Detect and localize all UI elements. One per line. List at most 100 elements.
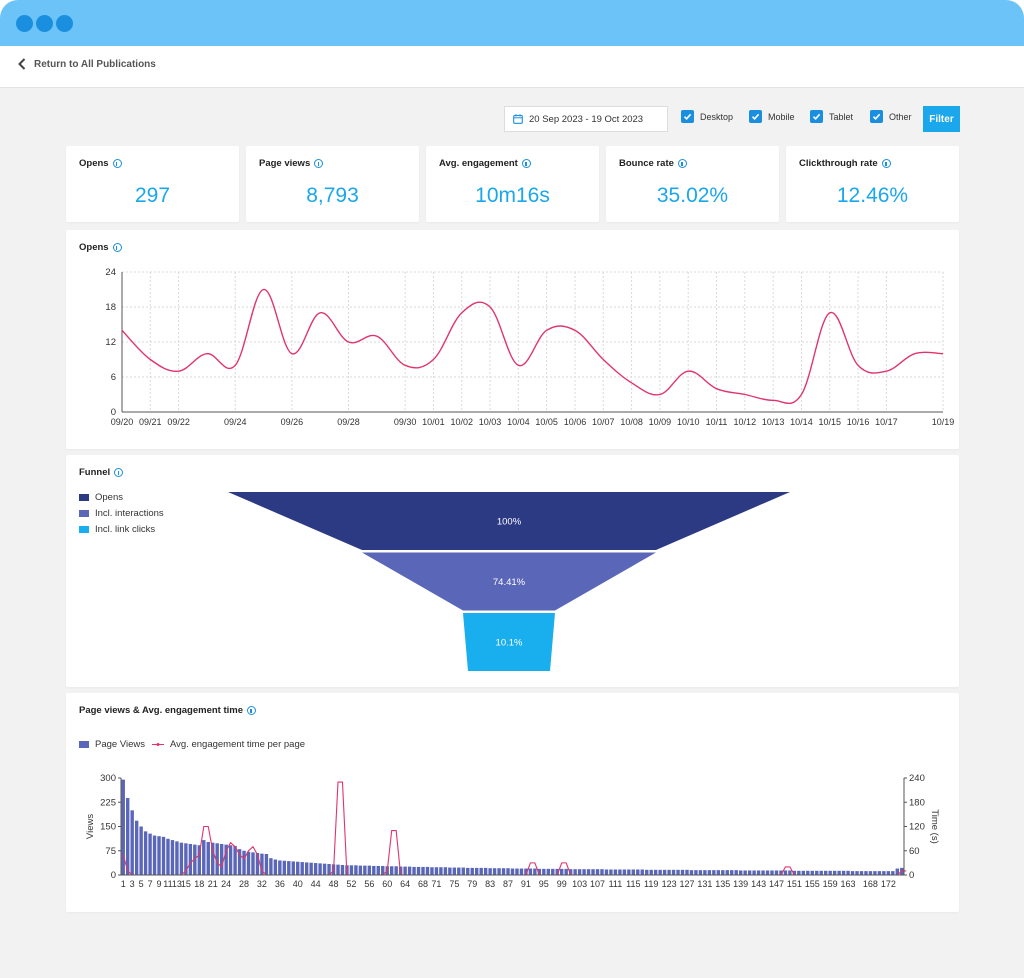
page-views-bar[interactable] — [470, 867, 474, 875]
info-icon[interactable] — [677, 159, 687, 168]
funnel-segment[interactable] — [228, 492, 790, 550]
page-views-bar[interactable] — [510, 868, 515, 875]
legend-item-opens[interactable]: Opens — [79, 492, 123, 503]
page-views-bar[interactable] — [855, 871, 859, 875]
data-point[interactable] — [742, 392, 747, 397]
page-views-bar[interactable] — [797, 870, 801, 875]
page-views-bar[interactable] — [765, 870, 770, 875]
page-views-bar[interactable] — [197, 845, 202, 875]
page-views-bar[interactable] — [461, 867, 465, 875]
page-views-bar[interactable] — [457, 867, 461, 875]
data-point[interactable] — [346, 340, 351, 345]
page-views-bar[interactable] — [747, 870, 752, 875]
page-views-bar[interactable] — [506, 868, 510, 875]
page-views-bar[interactable] — [430, 867, 434, 875]
page-views-bar[interactable] — [389, 866, 394, 875]
data-point[interactable] — [544, 328, 549, 333]
page-views-bar[interactable] — [618, 869, 622, 875]
page-views-bar[interactable] — [161, 836, 166, 875]
funnel-segment[interactable] — [362, 552, 656, 611]
data-point[interactable] — [941, 351, 946, 356]
page-views-bar[interactable] — [483, 867, 488, 875]
page-views-bar[interactable] — [479, 867, 483, 875]
page-views-bar[interactable] — [242, 850, 246, 875]
page-views-bar[interactable] — [497, 868, 501, 875]
page-views-bar[interactable] — [533, 868, 537, 875]
data-point[interactable] — [771, 398, 776, 403]
page-views-bar[interactable] — [828, 870, 832, 875]
data-point[interactable] — [827, 310, 832, 315]
page-views-bar[interactable] — [354, 865, 358, 875]
page-views-bar[interactable] — [211, 842, 215, 875]
page-views-bar[interactable] — [336, 864, 340, 875]
page-views-bar[interactable] — [712, 870, 716, 875]
page-views-bar[interactable] — [134, 820, 139, 875]
legend-item-link-clicks[interactable]: Incl. link clicks — [79, 524, 155, 535]
page-views-bar[interactable] — [671, 869, 676, 875]
page-views-bar[interactable] — [515, 868, 519, 875]
page-views-bar[interactable] — [452, 867, 457, 875]
page-views-bar[interactable] — [188, 843, 193, 875]
data-point[interactable] — [289, 351, 294, 356]
page-views-bar[interactable] — [631, 869, 636, 875]
page-views-bar[interactable] — [318, 863, 322, 875]
page-views-bar[interactable] — [582, 869, 586, 875]
info-icon[interactable] — [521, 159, 531, 168]
page-views-bar[interactable] — [667, 869, 671, 875]
page-views-bar[interactable] — [273, 859, 278, 875]
data-point[interactable] — [176, 369, 181, 374]
page-views-bar[interactable] — [206, 842, 210, 875]
page-views-bar[interactable] — [864, 871, 868, 875]
page-views-bar[interactable] — [707, 870, 712, 875]
page-views-bar[interactable] — [291, 861, 295, 875]
data-point[interactable] — [459, 310, 464, 315]
data-point[interactable] — [488, 305, 493, 310]
page-views-bar[interactable] — [412, 866, 416, 875]
page-views-bar[interactable] — [649, 869, 653, 875]
data-point[interactable] — [856, 363, 861, 368]
page-views-bar[interactable] — [269, 858, 273, 875]
page-views-bar[interactable] — [448, 867, 452, 875]
data-point[interactable] — [799, 392, 804, 397]
data-point[interactable] — [572, 328, 577, 333]
filter-button[interactable]: Filter — [923, 106, 960, 132]
page-views-bar[interactable] — [774, 870, 779, 875]
page-views-bar[interactable] — [810, 870, 814, 875]
tablet-checkbox[interactable]: Tablet — [810, 110, 853, 123]
page-views-bar[interactable] — [443, 867, 448, 875]
page-views-bar[interactable] — [175, 841, 179, 875]
page-views-bar[interactable] — [381, 865, 385, 875]
page-views-bar[interactable] — [627, 869, 631, 875]
page-views-bar[interactable] — [721, 870, 725, 875]
desktop-checkbox[interactable]: Desktop — [681, 110, 733, 123]
page-views-bar[interactable] — [488, 868, 492, 875]
page-views-bar[interactable] — [260, 853, 264, 875]
page-views-bar[interactable] — [716, 870, 721, 875]
page-views-bar[interactable] — [152, 835, 157, 875]
info-icon[interactable] — [114, 468, 124, 477]
page-views-bar[interactable] — [846, 870, 850, 875]
page-views-bar[interactable] — [743, 870, 747, 875]
page-views-bar[interactable] — [832, 870, 837, 875]
page-views-bar[interactable] — [340, 864, 345, 875]
page-views-bar[interactable] — [251, 852, 255, 875]
window-dot-icon[interactable] — [56, 15, 73, 32]
page-views-bar[interactable] — [613, 869, 618, 875]
page-views-bar[interactable] — [121, 779, 125, 875]
page-views-bar[interactable] — [698, 870, 703, 875]
page-views-bar[interactable] — [327, 864, 331, 875]
data-point[interactable] — [686, 369, 691, 374]
page-views-bar[interactable] — [640, 869, 644, 875]
page-views-bar[interactable] — [551, 868, 555, 875]
page-views-bar[interactable] — [126, 798, 130, 875]
page-views-bar[interactable] — [694, 870, 698, 875]
info-icon[interactable] — [247, 706, 257, 715]
page-views-bar[interactable] — [246, 851, 251, 875]
page-views-bar[interactable] — [300, 862, 304, 875]
page-views-bar[interactable] — [157, 836, 161, 875]
page-views-bar[interactable] — [313, 863, 318, 875]
page-views-bar[interactable] — [752, 870, 756, 875]
page-views-bar[interactable] — [363, 865, 367, 875]
data-point[interactable] — [261, 287, 266, 292]
page-views-bar[interactable] — [501, 868, 506, 875]
